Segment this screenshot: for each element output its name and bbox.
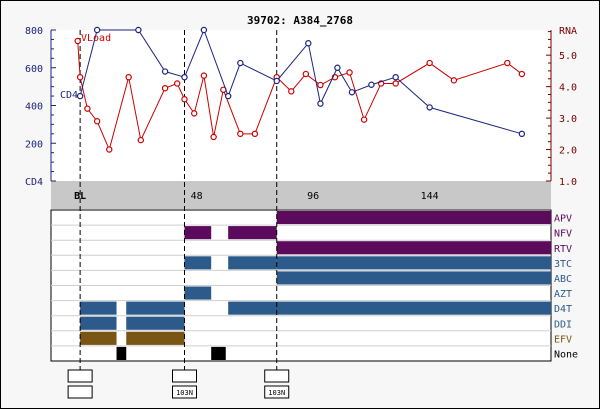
cd4-point <box>317 100 324 107</box>
cd4-point <box>426 104 433 111</box>
mutation-box-top <box>264 369 290 383</box>
drug-bar <box>184 226 212 240</box>
drug-bar <box>184 256 212 270</box>
cd4-point <box>200 26 208 34</box>
drug-bar <box>80 316 117 330</box>
cd4-point <box>273 77 280 85</box>
drug-bar <box>211 346 226 360</box>
mutation-box-top <box>171 369 197 383</box>
cd4-point <box>348 89 356 96</box>
left-tick-label: 800 <box>25 26 43 37</box>
chart-title: 39702: A384_2768 <box>247 14 353 27</box>
x-tick-label: BL <box>74 191 86 202</box>
rna-point <box>392 80 399 87</box>
left-axis-label: CD4 <box>25 177 43 188</box>
rna-point <box>504 59 511 67</box>
drug-label: None <box>554 349 578 360</box>
x-tick-label: 96 <box>307 191 319 202</box>
rna-point <box>93 118 101 125</box>
rna-point <box>181 96 188 103</box>
drug-bar <box>276 241 551 255</box>
mutation-label-bottom: 103N <box>176 389 193 397</box>
cd4-point <box>161 68 169 75</box>
rna-point <box>84 105 91 112</box>
right-tick-label: 1.0 <box>559 177 577 188</box>
mutation-box-bottom <box>67 385 93 399</box>
rna-point <box>302 70 310 78</box>
rna-point <box>200 72 208 79</box>
right-tick-label: 3.0 <box>559 114 577 125</box>
drug-bar <box>228 301 552 315</box>
mutation-box-bottom <box>171 385 197 399</box>
cd4-point <box>76 92 84 100</box>
drug-bar <box>126 301 185 315</box>
drug-bar <box>126 316 185 330</box>
rna-point <box>76 73 84 81</box>
cd4-point <box>334 64 341 71</box>
drug-label: NFV <box>554 229 572 240</box>
right-tick-label: 2.0 <box>559 146 577 157</box>
drug-bar <box>276 211 551 225</box>
mutation-box-bottom <box>264 385 290 399</box>
cd4-point <box>392 73 399 81</box>
rna-point <box>137 136 145 144</box>
left-tick-label: 400 <box>25 102 43 113</box>
rna-point <box>74 37 81 45</box>
cd4-point <box>135 26 142 34</box>
drug-label: DDI <box>554 319 572 330</box>
rna-point <box>450 77 458 84</box>
drug-bar <box>228 226 277 240</box>
rna-point <box>518 70 526 78</box>
cd4-point <box>224 92 232 100</box>
rna-point <box>426 59 433 67</box>
drug-label: ABC <box>554 274 572 285</box>
drug-bar <box>276 271 551 285</box>
cd4-point <box>305 40 312 47</box>
left-tick-label: 200 <box>25 139 43 150</box>
cd4-point <box>93 26 101 34</box>
rna-point <box>346 69 353 76</box>
x-tick-label: 48 <box>191 191 203 202</box>
drug-label: AZT <box>554 289 572 300</box>
rna-point <box>360 116 368 123</box>
rna-point <box>191 110 198 117</box>
rna-point <box>251 130 259 138</box>
cd4-point <box>518 130 526 138</box>
rna-point <box>237 130 244 138</box>
time-band <box>51 181 551 209</box>
right-tick-label: 5.0 <box>559 51 577 62</box>
drug-label: APV <box>554 214 572 225</box>
drug-label: D4T <box>554 304 572 315</box>
rna-point <box>210 133 217 141</box>
drug-bar <box>126 331 185 345</box>
right-axis-label: RNA <box>559 26 577 37</box>
drug-bar <box>80 301 117 315</box>
mutation-box-top <box>67 369 93 383</box>
rna-point <box>125 73 132 81</box>
drug-bar <box>228 256 277 270</box>
vload-label: VLoad <box>81 33 111 44</box>
cd4-point <box>181 73 188 81</box>
drug-label: RTV <box>554 244 572 255</box>
drug-bar <box>80 331 117 345</box>
left-tick-label: 600 <box>25 64 43 75</box>
drug-label: EFV <box>554 334 572 345</box>
x-tick-label: 144 <box>421 191 439 202</box>
rna-point <box>317 81 324 89</box>
rna-point <box>288 88 295 95</box>
cd4-point <box>237 59 244 67</box>
rna-point <box>174 80 181 87</box>
mutation-label-bottom: 103N <box>268 389 285 397</box>
cd4-point <box>368 81 375 88</box>
rna-point <box>106 146 113 153</box>
drug-bar <box>116 346 127 360</box>
drug-bar <box>276 256 551 270</box>
drug-bar <box>184 286 212 300</box>
cd4-inline-label: CD4 <box>60 90 78 101</box>
drug-label: 3TC <box>554 259 572 270</box>
right-tick-label: 4.0 <box>559 83 577 94</box>
rna-point <box>161 84 169 92</box>
